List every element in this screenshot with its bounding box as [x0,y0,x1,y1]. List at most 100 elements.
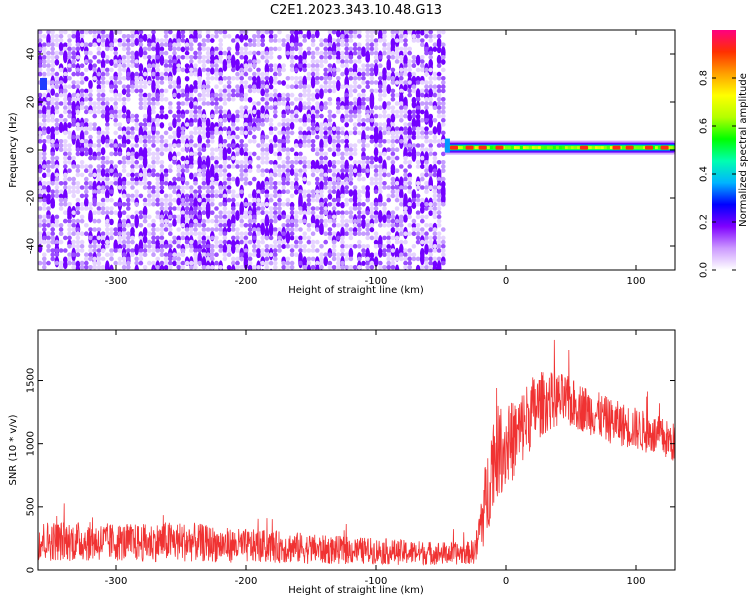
spectrogram-noise-cell [205,75,211,81]
spectrogram-noise-cell [188,134,194,140]
spectrogram-noise-cell [46,105,51,111]
spectrogram-noise-cell [188,46,194,52]
spectrogram-noise-cell [159,243,165,249]
spectrogram-noise-cell [436,92,442,98]
spectrogram-noise-cell [348,210,354,216]
spectrogram-noise-cell [365,155,371,161]
spectrogram-noise-cell [331,164,337,169]
spectrogram-noise-cell [377,243,383,249]
spectrogram-noise-cell [340,155,345,161]
spectrogram-noise-cell [411,88,417,94]
spectrogram-noise-cell [184,260,190,266]
spectrogram-noise-cell [319,138,324,150]
spectrogram-noise-cell [436,46,442,54]
spectrogram-noise-cell [428,248,434,253]
spectrogram-noise-cell [323,122,329,127]
spectrogram-noise-cell [306,63,312,69]
spectrogram-noise-cell [398,88,404,94]
spectrogram-noise-cell [117,159,123,165]
spectrogram-noise-cell [314,214,320,220]
spectrogram-noise-cell [310,168,316,174]
spectrogram-noise-cell [331,30,337,35]
spectrogram-noise-cell [327,176,333,183]
spectrogram-noise-cell [373,218,379,224]
spectrogram-noise-cell [369,180,375,186]
spectrogram-noise-cell [172,63,177,76]
spectrogram-noise-cell [62,92,68,98]
spectrogram-noise-cell [62,42,68,48]
spectrogram-noise-cell [130,193,135,199]
spectrogram-noise-cell [369,206,375,211]
spectrogram-noise-cell [424,180,429,186]
spectrogram-noise-cell [344,134,350,140]
spectrogram-noise-cell [373,231,379,237]
spectrogram-noise-cell [79,159,85,165]
spectrogram-noise-cell [100,38,106,43]
spectrogram-noise-cell [264,260,270,266]
spectrogram-noise-cell [398,117,404,123]
spectrogram-noise-cell [125,159,131,165]
spectrogram-noise-cell [88,155,93,161]
spectrogram-noise-cell [327,193,333,200]
spectrogram-noise-cell [79,88,85,94]
spectrogram-noise-cell [209,256,215,262]
spectrogram-noise-cell [71,33,77,39]
spectrogram-noise-cell [67,54,72,60]
spectrogram-noise-cell [193,239,198,251]
spectrogram-noise-cell [151,63,156,69]
spectrogram-noise-cell [319,155,324,161]
spectrogram-noise-cell [264,168,270,174]
spectrogram-noise-cell [79,185,85,190]
spectrogram-noise-cell [268,75,274,85]
spectrogram-noise-cell [209,185,215,190]
spectrogram-noise-cell [54,92,60,98]
spectrogram-noise-cell [348,54,354,60]
spectrogram-noise-cell [67,46,72,52]
spectrogram-noise-cell [109,256,114,262]
spectrogram-noise-cell [432,197,438,203]
spectrogram-noise-cell [188,222,194,228]
spectrogram-noise-cell [394,235,400,241]
spectrogram-noise-cell [222,113,228,119]
spectrogram-noise-cell [327,84,333,90]
spectrogram-noise-cell [377,260,383,266]
spectrogram-noise-cell [214,109,219,115]
spectrogram-noise-cell [121,42,127,48]
spectrogram-noise-cell [272,143,278,148]
spectrogram-noise-cell [327,252,333,258]
spectrogram-noise-cell [407,185,413,190]
spectrogram-noise-cell [75,134,81,140]
spectrogram-noise-cell [428,260,434,266]
spectrogram-noise-cell [432,206,438,211]
spectrogram-noise-cell [67,113,72,119]
spectrogram-noise-cell [50,113,56,119]
spectrogram-noise-cell [268,235,274,241]
spectrogram-noise-cell [38,59,43,64]
spectrogram-noise-cell [121,54,127,60]
spectrogram-noise-cell [369,155,375,161]
spectrogram-noise-cell [41,185,47,190]
spectrogram-noise-cell [117,235,123,241]
spectrogram-noise-cell [310,38,316,43]
spectrogram-noise-cell [407,63,413,69]
spectrogram-noise-cell [323,210,329,216]
spectrogram-band-cell [567,146,571,150]
spectrogram-noise-cell [235,235,240,241]
spectrogram-noise-cell [340,71,345,77]
colorbar-ticks: 0.00.20.40.60.8 [699,70,736,278]
snr-xtick-label: 100 [626,576,645,587]
spectrogram-noise-cell [46,88,51,94]
spectrogram-noise-cell [104,67,110,73]
spectrogram-noise-cell [146,231,152,237]
spectrogram-noise-cell [104,80,110,85]
spectrogram-noise-cell [394,218,400,224]
spectrogram-noise-cell [440,260,446,266]
spectrogram-noise-cell [130,214,135,220]
spectrogram-noise-cell [251,33,257,39]
spectrogram-noise-cell [356,46,362,52]
spectrogram-noise-cell [239,189,245,195]
spectrogram-noise-cell [419,231,425,237]
spectrogram-noise-cell [209,235,215,241]
spectrogram-noise-cell [256,30,261,35]
spectrogram-noise-cell [398,218,404,224]
